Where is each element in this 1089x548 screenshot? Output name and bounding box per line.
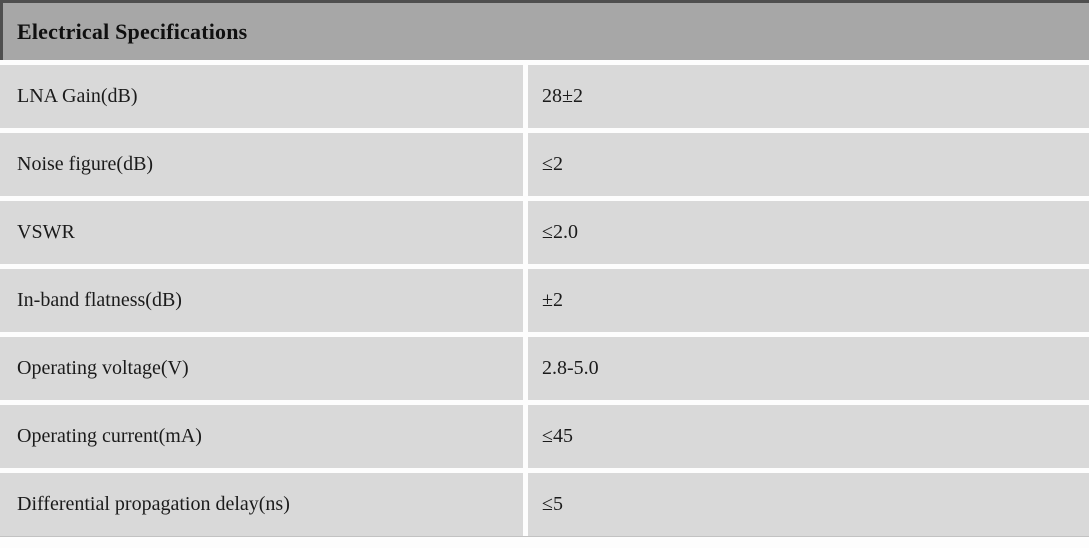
table-row: VSWR ≤2.0 <box>0 201 1089 264</box>
table-row: Operating current(mA) ≤45 <box>0 405 1089 468</box>
value-cell: ≤2 <box>528 133 1089 196</box>
table-title: Electrical Specifications <box>17 18 248 44</box>
parameter-cell: Noise figure(dB) <box>0 133 523 196</box>
value-cell: ≤5 <box>528 473 1089 536</box>
table-body: LNA Gain(dB) 28±2 Noise figure(dB) ≤2 VS… <box>0 65 1089 537</box>
parameter-cell: In-band flatness(dB) <box>0 269 523 332</box>
value-cell: 28±2 <box>528 65 1089 128</box>
value-cell: 2.8-5.0 <box>528 337 1089 400</box>
table-row: Differential propagation delay(ns) ≤5 <box>0 473 1089 537</box>
parameter-cell: Differential propagation delay(ns) <box>0 473 523 536</box>
value-cell: ≤2.0 <box>528 201 1089 264</box>
table-header: Electrical Specifications <box>0 0 1089 60</box>
table-row: LNA Gain(dB) 28±2 <box>0 65 1089 128</box>
value-cell: ±2 <box>528 269 1089 332</box>
electrical-specifications-table: Electrical Specifications LNA Gain(dB) 2… <box>0 0 1089 537</box>
table-row: In-band flatness(dB) ±2 <box>0 269 1089 332</box>
table-row: Operating voltage(V) 2.8-5.0 <box>0 337 1089 400</box>
table-row: Noise figure(dB) ≤2 <box>0 133 1089 196</box>
parameter-cell: Operating current(mA) <box>0 405 523 468</box>
parameter-cell: LNA Gain(dB) <box>0 65 523 128</box>
parameter-cell: Operating voltage(V) <box>0 337 523 400</box>
parameter-cell: VSWR <box>0 201 523 264</box>
value-cell: ≤45 <box>528 405 1089 468</box>
